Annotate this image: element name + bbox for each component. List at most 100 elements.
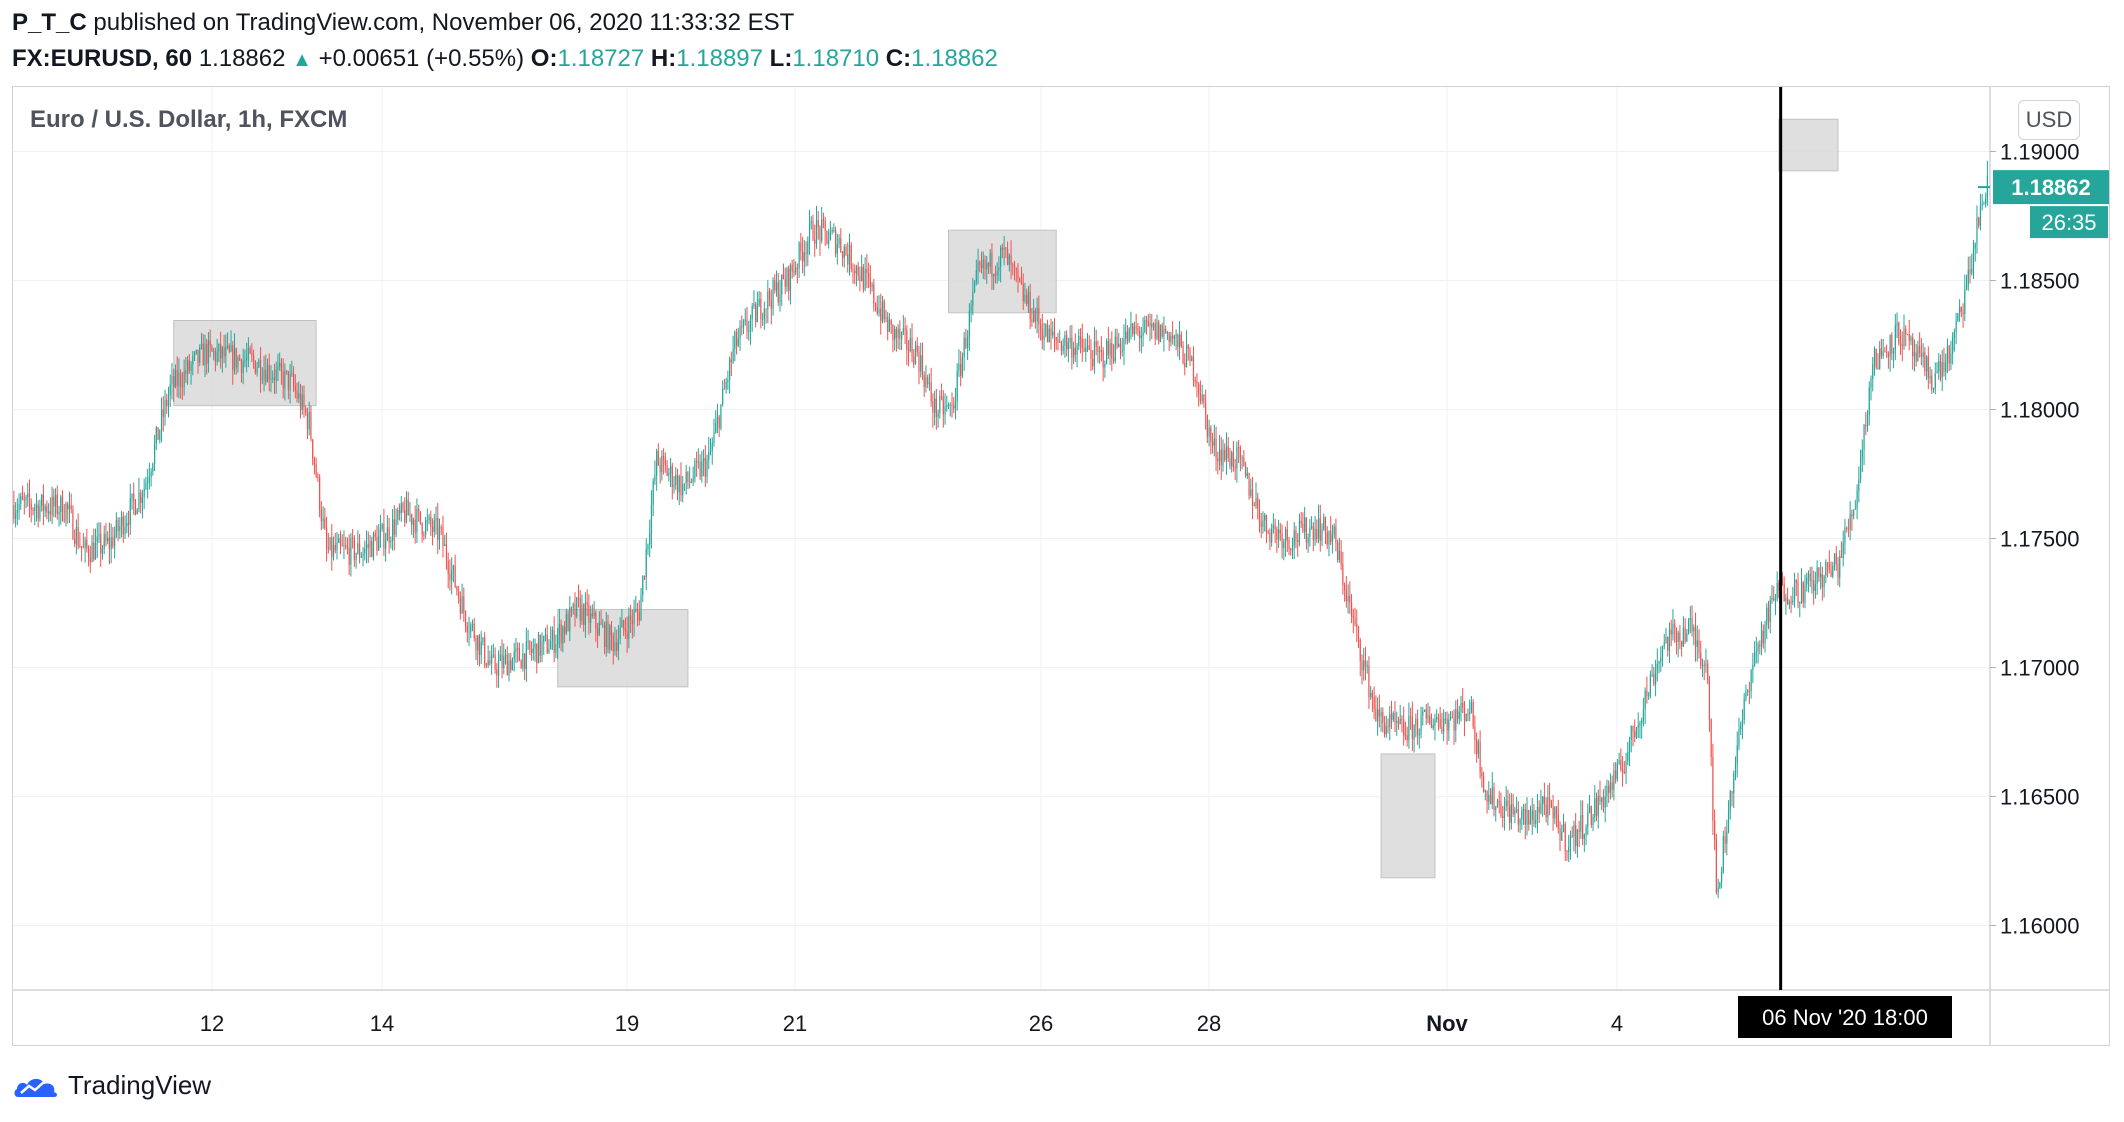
candle-body [1302, 523, 1304, 532]
candle-body [452, 565, 455, 571]
candle-body [859, 275, 861, 282]
candle-body [1359, 639, 1361, 662]
candle-body [588, 604, 590, 624]
candle-body [1081, 338, 1083, 349]
candle-body [74, 538, 76, 544]
footer-brand[interactable]: TradingView [12, 1070, 211, 1101]
candle-body [470, 624, 472, 632]
candle-body [1013, 265, 1016, 268]
candle-body [1137, 328, 1139, 331]
tradingview-logo-icon [14, 1078, 57, 1097]
candle-body [195, 349, 197, 353]
candle-body [1413, 724, 1415, 740]
candle-body [629, 615, 632, 621]
candle-body [13, 504, 15, 520]
candle-body [153, 443, 156, 464]
candle-body [841, 251, 844, 258]
candle-body [280, 363, 283, 372]
candle-body [963, 337, 965, 358]
publisher-name[interactable]: P_T_C [12, 9, 87, 36]
candle-body [1582, 814, 1584, 840]
currency-button[interactable]: USD [2018, 100, 2080, 140]
candle-body [529, 641, 531, 650]
candle-body [1462, 702, 1464, 708]
candle-body [612, 635, 614, 652]
candle-body [1981, 204, 1983, 206]
candle-body [94, 542, 97, 560]
candle-body [1654, 670, 1657, 685]
candle-body [1234, 466, 1236, 469]
candle-body [628, 615, 630, 639]
candle-body [221, 347, 223, 359]
candle-body [1382, 712, 1384, 723]
candle-body [1925, 356, 1928, 372]
candle-body [994, 274, 997, 276]
candle-body [1330, 531, 1332, 542]
candle-body [920, 355, 922, 372]
candle-body [169, 384, 171, 396]
candle-body [1957, 313, 1959, 322]
candle-body [1858, 479, 1860, 491]
candle-body [1946, 346, 1949, 362]
candle-body [129, 497, 131, 525]
candle-body [557, 634, 559, 645]
candle-body [471, 623, 474, 625]
candle-body [1281, 533, 1283, 548]
candle-body [58, 512, 60, 515]
candle-body [1661, 645, 1664, 658]
candle-body [541, 641, 543, 656]
candle-body [1507, 800, 1509, 806]
candle-body [1059, 341, 1061, 343]
candle-body [89, 557, 91, 563]
candle-body [607, 621, 609, 650]
candle-body [1729, 790, 1731, 811]
candle-body [602, 625, 604, 627]
candle-body [814, 239, 816, 244]
candle-body [1955, 321, 1957, 333]
candle-body [1908, 334, 1910, 341]
candle-body [1625, 761, 1627, 774]
candle-body [155, 427, 157, 444]
candle-body [312, 439, 314, 458]
candle-body [1792, 600, 1794, 603]
y-tick-label: 1.18500 [2000, 269, 2080, 294]
candle-body [1020, 280, 1023, 284]
last-price-tag[interactable] [1993, 170, 2109, 205]
candle-body [480, 641, 482, 656]
candle-body [749, 319, 752, 331]
candle-body [1271, 528, 1273, 543]
candle-body [484, 637, 486, 664]
candle-body [405, 499, 408, 522]
candle-body [673, 484, 675, 488]
candle-body [1425, 709, 1427, 719]
candle-body [1846, 527, 1848, 530]
candle-body [657, 451, 659, 466]
candle-body [310, 411, 312, 440]
candle-body [1613, 770, 1615, 790]
candle-body [904, 328, 906, 331]
candle-body [466, 626, 468, 633]
candle-body [404, 510, 406, 522]
candle-body [430, 516, 432, 527]
candle-body [468, 631, 470, 633]
candle-body [1149, 323, 1151, 326]
candle-body [1667, 636, 1669, 651]
candle-body [906, 330, 908, 351]
candle-body [188, 360, 190, 371]
candle-body [1554, 807, 1556, 819]
candle-body [1790, 602, 1792, 604]
candle-body [1608, 786, 1610, 793]
candle-body [1481, 772, 1483, 776]
candle-body [1642, 709, 1645, 720]
candle-body [193, 352, 196, 357]
candle-body [1757, 644, 1759, 652]
candle-body [1324, 516, 1327, 533]
candle-body [567, 614, 569, 631]
candle-body [1354, 618, 1356, 624]
candle-body [763, 308, 765, 319]
candle-body [1373, 697, 1375, 709]
candle-body [956, 370, 958, 401]
candle-body [1498, 800, 1500, 803]
candle-body [1166, 332, 1169, 334]
